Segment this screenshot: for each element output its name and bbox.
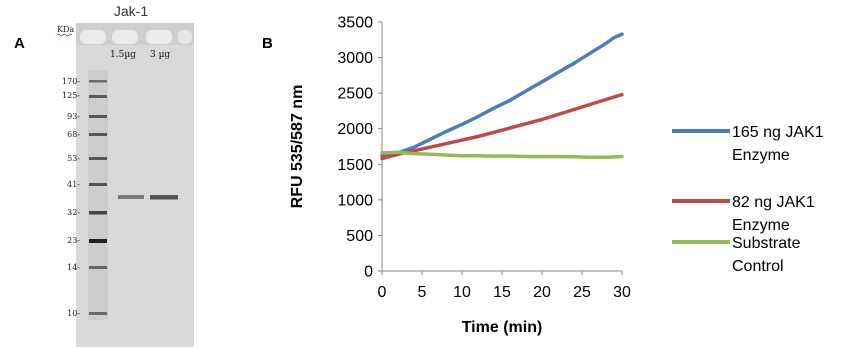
x-tick-label: 10 [453, 284, 471, 301]
line-chart: RFU 535/587 nm Time (min) 0 500 1000 1500 20… [289, 15, 824, 337]
ladder-band-10 [89, 312, 107, 315]
ladder-band-53 [89, 157, 107, 160]
x-tick-label: 5 [418, 284, 427, 301]
y-tick-label: 1000 [337, 192, 373, 209]
ladder-band-14 [89, 266, 107, 269]
legend-label-2: 82 ng JAK1 [732, 194, 815, 211]
gel-title: Jak-1 [114, 3, 148, 19]
chart-axes [378, 21, 623, 275]
marker-23: 23- [67, 236, 80, 245]
gel-well-lane2 [146, 30, 172, 44]
gel-ladder-bands [89, 80, 107, 315]
marker-68: 68- [67, 130, 80, 139]
ladder-band-32 [89, 211, 107, 215]
gel-image: KDa 1.5µg 3 µg [56, 23, 194, 347]
gel-well-extra [178, 30, 192, 44]
x-tick-label: 15 [493, 284, 511, 301]
x-axis-title: Time (min) [462, 319, 543, 336]
gel-markers: 170- 125- 93- 68- 53- 41- 32- 23- 14- 10… [62, 77, 80, 318]
chart-tick-labels: 0 500 1000 1500 2000 2500 3000 3500 0 5 10 15 20 25 30 [337, 15, 631, 302]
panel-a-letter: A [14, 35, 25, 52]
x-tick-label: 30 [613, 284, 631, 301]
y-tick-label: 2500 [337, 86, 373, 103]
ladder-band-23 [89, 239, 107, 243]
x-tick-label: 25 [573, 284, 591, 301]
marker-53: 53- [67, 154, 80, 163]
y-tick-label: 3000 [337, 50, 373, 67]
panel-b-letter: B [262, 35, 273, 52]
marker-14: 14- [67, 263, 80, 272]
gel-ladder-smear [88, 70, 108, 320]
y-tick-label: 3500 [337, 15, 373, 32]
y-tick-label: 0 [364, 264, 373, 281]
series-line-3 [380, 150, 624, 159]
x-tick-label: 20 [533, 284, 551, 301]
marker-32: 32- [67, 208, 80, 217]
series-line-2 [380, 92, 624, 161]
legend-label-1: Enzyme [732, 147, 790, 164]
marker-93: 93- [67, 112, 80, 121]
gel-lane-label-2: 3 µg [150, 50, 170, 60]
gel-well-lane1 [112, 30, 138, 44]
ladder-band-170 [89, 80, 107, 83]
x-tick-label: 0 [378, 284, 387, 301]
legend-label-1: 165 ng JAK1 [732, 124, 824, 141]
gel-unit-label: KDa [57, 25, 74, 34]
y-axis-title: RFU 535/587 nm [289, 85, 306, 209]
y-tick-label: 2000 [337, 121, 373, 138]
legend-label-2: Enzyme [732, 217, 790, 234]
panel-a: A Jak-1 [14, 3, 194, 347]
ladder-band-68 [89, 133, 107, 136]
y-tick-label: 1500 [337, 157, 373, 174]
marker-125: 125- [62, 91, 80, 100]
marker-170: 170- [62, 77, 80, 86]
marker-10: 10- [67, 309, 80, 318]
legend-label-3: Control [732, 258, 784, 275]
marker-41: 41- [67, 180, 80, 189]
y-tick-label: 500 [346, 228, 373, 245]
gel-lane-label-1: 1.5µg [110, 50, 136, 60]
spellcheck-underline [56, 33, 73, 37]
sample-band-lane1 [118, 195, 144, 199]
chart-series-lines [380, 32, 624, 161]
legend-label-3: Substrate [732, 235, 801, 252]
series-line-1 [380, 32, 624, 158]
sample-band-lane2 [150, 195, 178, 200]
gel-well-ladder [80, 30, 106, 44]
ladder-band-41 [89, 183, 107, 186]
ladder-band-125 [89, 95, 107, 98]
ladder-band-93 [89, 115, 107, 118]
panel-b: B RFU 535/587 nm Time (min) 050010001500… [262, 15, 824, 337]
